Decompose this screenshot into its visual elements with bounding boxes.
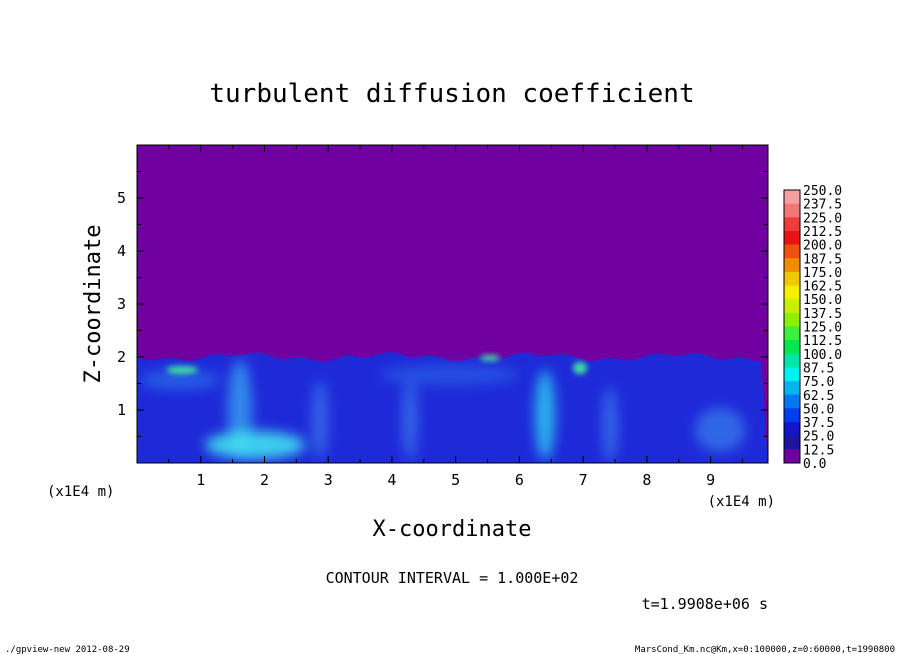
colorbar-swatch — [784, 435, 800, 450]
plume-feature — [402, 380, 418, 460]
plot-area — [137, 145, 768, 463]
colorbar-swatch — [784, 271, 800, 286]
colorbar-label: 150.0 — [803, 293, 842, 308]
x-axis-label: X-coordinate — [373, 517, 532, 542]
hotspot-feature — [480, 355, 500, 361]
colorbar-label: 75.0 — [803, 375, 834, 390]
x-tick-label: 4 — [387, 471, 396, 489]
colorbar-label: 137.5 — [803, 307, 842, 322]
x-tick-label: 9 — [706, 471, 715, 489]
colorbar-swatch — [784, 326, 800, 341]
footer-left: ./gpview-new 2012-08-29 — [5, 645, 130, 654]
x-tick-label: 7 — [579, 471, 588, 489]
y-axis-label: Z-coordinate — [81, 225, 106, 384]
colorbar-label: 87.5 — [803, 361, 834, 376]
x-tick-label: 5 — [451, 471, 460, 489]
colorbar-labels: 250.0237.5225.0212.5200.0187.5175.0162.5… — [803, 184, 842, 472]
colorbar-label: 12.5 — [803, 443, 834, 458]
colorbar-swatch — [784, 381, 800, 396]
colorbar-swatch — [784, 422, 800, 436]
plume-feature — [602, 387, 618, 463]
colorbar-swatch — [784, 258, 800, 273]
colorbar-label: 37.5 — [803, 416, 834, 431]
footer-right: MarsCond_Km.nc@Km,x=0:100000,z=0:60000,t… — [635, 645, 895, 654]
colorbar-frame — [783, 189, 801, 464]
y-tick-label: 3 — [117, 295, 126, 313]
y-axis: 1 2 3 4 5 — [117, 171, 768, 437]
x-tick-label: 6 — [515, 471, 524, 489]
plume-feature — [312, 380, 328, 460]
colorbar-label: 125.0 — [803, 321, 842, 336]
colorbar-label: 212.5 — [803, 225, 842, 240]
colorbar-label: 62.5 — [803, 389, 834, 404]
y-tick-label: 4 — [117, 242, 126, 260]
colorbar-label: 225.0 — [803, 211, 842, 226]
colorbar-label: 200.0 — [803, 239, 842, 254]
colorbar-swatch — [784, 353, 800, 368]
colorbar-label: 187.5 — [803, 252, 842, 267]
colorbar-swatch — [784, 340, 800, 355]
colorbar-swatch — [784, 449, 800, 464]
colorbar-label: 50.0 — [803, 402, 834, 417]
y-tick-label: 1 — [117, 401, 126, 419]
colorbar-label: 100.0 — [803, 348, 842, 363]
x-unit-label: (x1E4 m) — [708, 494, 775, 510]
plume-feature — [140, 370, 220, 390]
colorbar-swatch — [784, 203, 800, 218]
colorbar-swatch — [784, 285, 800, 300]
colorbar-swatch — [784, 190, 800, 204]
colorbar-swatch — [784, 244, 800, 259]
colorbar-swatch — [784, 217, 800, 232]
y-tick-label: 2 — [117, 348, 126, 366]
colorbar-swatch — [784, 312, 800, 327]
boundary-layer-field — [137, 352, 768, 463]
colorbar-swatch — [784, 299, 800, 314]
colorbar-label: 112.5 — [803, 334, 842, 349]
colorbar-label: 175.0 — [803, 266, 842, 281]
colorbar-swatch — [784, 394, 800, 409]
colorbar-swatch — [784, 408, 800, 423]
y-unit-label: (x1E4 m) — [47, 484, 114, 500]
chart-title: turbulent diffusion coefficient — [209, 79, 694, 109]
x-tick-label: 2 — [260, 471, 269, 489]
plume-feature — [205, 431, 305, 459]
x-tick-label: 8 — [642, 471, 651, 489]
colorbar-label: 25.0 — [803, 430, 834, 445]
time-label: t=1.9908e+06 s — [642, 595, 768, 613]
colorbar-swatch — [784, 230, 800, 245]
y-tick-label: 5 — [117, 189, 126, 207]
x-axis: 1 2 3 4 5 6 7 8 9 — [168, 145, 744, 489]
colorbar-label: 250.0 — [803, 184, 842, 199]
plume-feature — [380, 365, 520, 385]
x-tick-label: 1 — [196, 471, 205, 489]
plume-feature — [695, 408, 745, 452]
colorbar-label: 162.5 — [803, 280, 842, 295]
colorbar-label: 0.0 — [803, 457, 826, 472]
x-tick-label: 3 — [324, 471, 333, 489]
contour-interval: CONTOUR INTERVAL = 1.000E+02 — [326, 569, 579, 587]
colorbar — [783, 189, 801, 464]
hotspot-feature — [573, 362, 587, 374]
hotspot-feature — [166, 366, 198, 374]
plume-feature — [535, 370, 555, 460]
colorbar-swatch — [784, 367, 800, 382]
colorbar-label: 237.5 — [803, 198, 842, 213]
